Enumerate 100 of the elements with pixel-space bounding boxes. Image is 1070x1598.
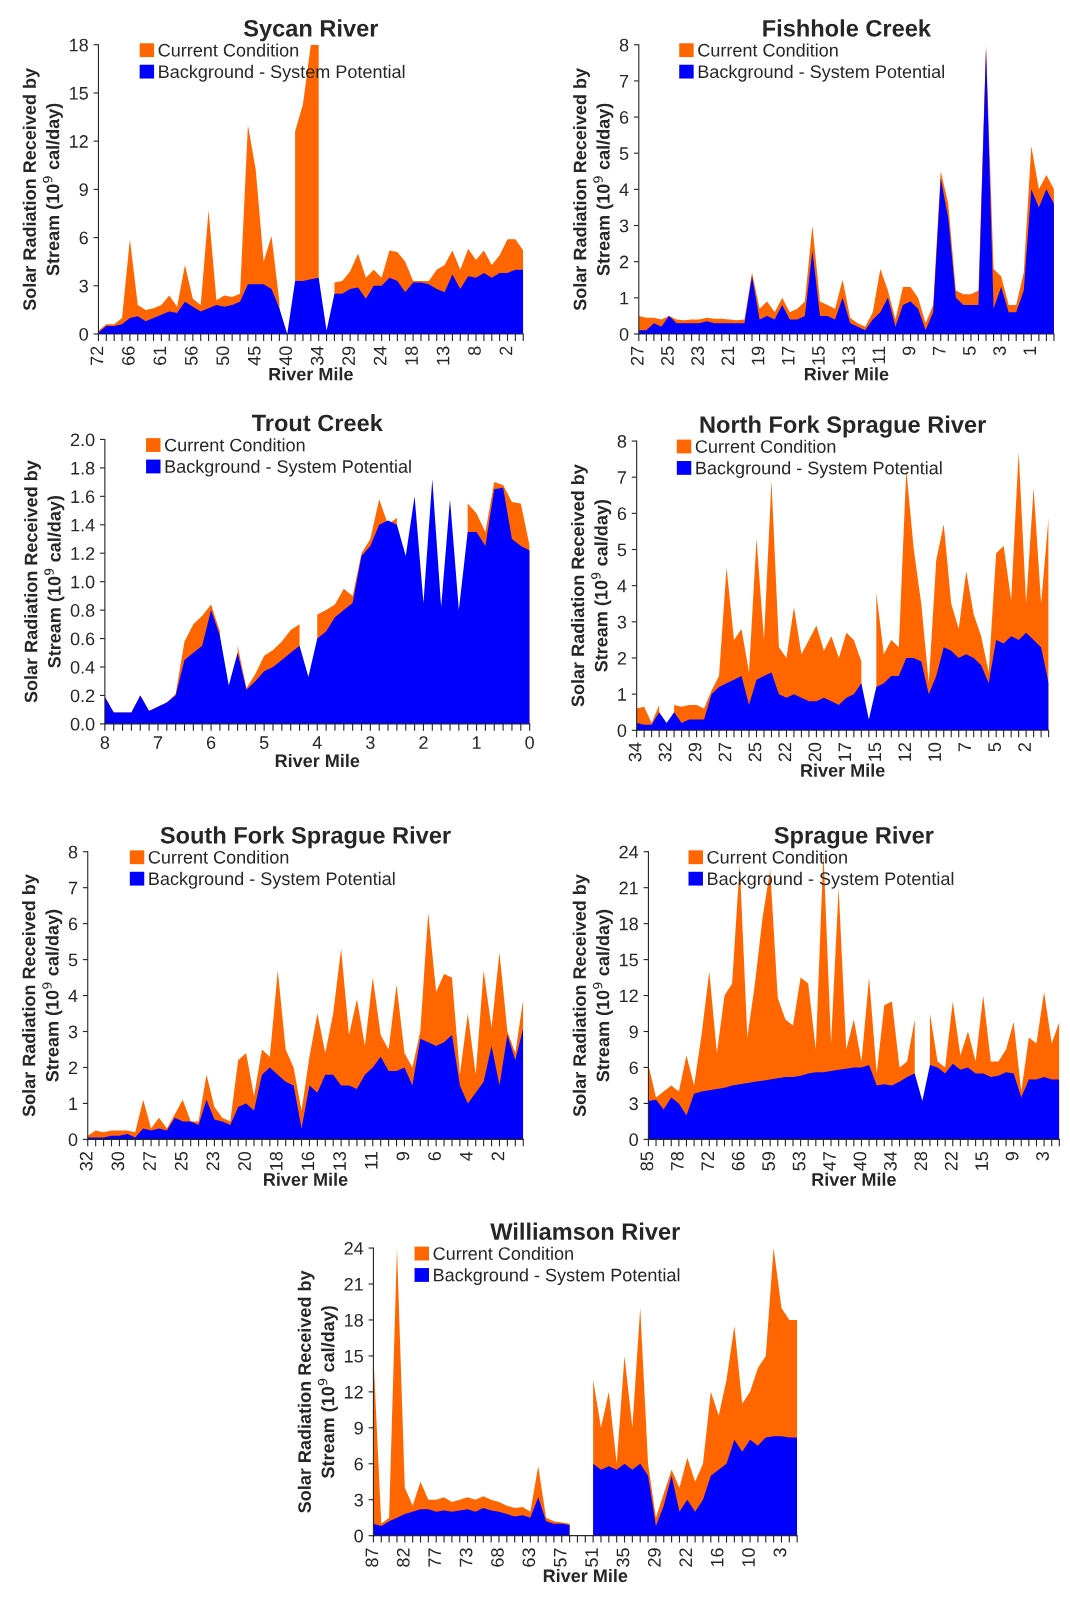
x-tick-label: 15 bbox=[975, 1151, 989, 1170]
x-tick-label: 18 bbox=[269, 1151, 283, 1170]
x-tick-label: 66 bbox=[731, 1151, 745, 1171]
y-tick-label: 2 bbox=[617, 651, 627, 665]
x-tick-label: 15 bbox=[812, 346, 825, 365]
x-axis-title: River Mile bbox=[812, 1172, 896, 1186]
x-tick-label: 29 bbox=[688, 742, 702, 762]
y-axis-title: Solar Radiation Received by Stream (10$^{9}$ cal/day) bbox=[572, 874, 613, 1117]
y-tick-label: 21 bbox=[344, 1277, 363, 1291]
y-axis-title: Solar Radiation Received by Stream (10$^{9}$ cal/day) bbox=[22, 874, 63, 1117]
y-tick-label: 8 bbox=[68, 845, 78, 859]
x-tick-label: 1 bbox=[1023, 346, 1036, 355]
y-tick-label: 12 bbox=[345, 1385, 363, 1399]
chart-title: Trout Creek bbox=[251, 414, 383, 432]
x-tick-label: 17 bbox=[782, 346, 795, 365]
y-tick-label: 0 bbox=[617, 724, 627, 738]
x-tick-label: 8 bbox=[468, 346, 481, 356]
x-tick-label: 7 bbox=[932, 346, 946, 355]
x-tick-label: 35 bbox=[616, 1548, 630, 1567]
y-tick-label: 9 bbox=[354, 1421, 363, 1435]
x-tick-label: 22 bbox=[679, 1548, 692, 1567]
x-tick-label: 16 bbox=[710, 1548, 724, 1567]
y-tick-label: 7 bbox=[68, 881, 78, 895]
y-tick-label: 4 bbox=[68, 989, 78, 1003]
x-tick-label: 17 bbox=[838, 743, 852, 761]
x-tick-label: 5 bbox=[988, 742, 1002, 752]
y-tick-label: 15 bbox=[345, 1350, 363, 1363]
legend-label: Current Condition bbox=[158, 43, 299, 57]
x-tick-label: 3 bbox=[773, 1548, 787, 1557]
x-tick-label: 32 bbox=[79, 1152, 93, 1171]
y-tick-label: 1.6 bbox=[71, 490, 95, 504]
x-axis-title: River Mile bbox=[543, 1568, 628, 1583]
x-tick-label: 5 bbox=[259, 736, 269, 749]
x-tick-label: 30 bbox=[111, 1151, 125, 1171]
y-tick-label: 7 bbox=[617, 471, 627, 484]
x-axis-title: River Mile bbox=[275, 753, 360, 768]
legend-label: Background - System Potential bbox=[696, 461, 942, 478]
y-tick-label: 4 bbox=[617, 579, 627, 593]
x-tick-label: 25 bbox=[748, 742, 762, 762]
x-axis-title: River Mile bbox=[264, 1172, 348, 1186]
y-tick-label: 7 bbox=[619, 75, 629, 88]
x-tick-label: 3 bbox=[993, 346, 1006, 356]
x-tick-label: 22 bbox=[778, 743, 792, 762]
y-tick-label: 5 bbox=[68, 953, 78, 967]
x-tick-label: 20 bbox=[238, 1151, 251, 1171]
y-tick-label: 1.2 bbox=[71, 547, 95, 560]
x-tick-label: 13 bbox=[333, 1151, 346, 1170]
y-tick-label: 18 bbox=[70, 38, 88, 52]
y-tick-label: 6 bbox=[617, 507, 627, 521]
chart-title: Williamson River bbox=[490, 1222, 680, 1240]
x-tick-label: 6 bbox=[206, 736, 216, 749]
x-tick-label: 9 bbox=[902, 346, 916, 355]
y-tick-label: 1 bbox=[618, 688, 627, 701]
y-tick-label: 3 bbox=[354, 1493, 363, 1507]
x-tick-label: 27 bbox=[718, 743, 732, 762]
x-tick-label: 47 bbox=[823, 1152, 836, 1171]
x-tick-label: 73 bbox=[459, 1548, 473, 1567]
y-tick-label: 8 bbox=[619, 38, 629, 52]
y-tick-label: 12 bbox=[619, 989, 638, 1003]
y-tick-label: 21 bbox=[619, 881, 638, 895]
y-tick-label: 0.6 bbox=[70, 632, 95, 646]
y-tick-label: 1.4 bbox=[71, 518, 95, 532]
y-tick-label: 9 bbox=[629, 1025, 638, 1039]
y-tick-label: 15 bbox=[619, 953, 638, 967]
legend-label: Current Condition bbox=[433, 1246, 573, 1260]
x-axis-title: River Mile bbox=[801, 763, 885, 777]
chart-title: South Fork Sprague River bbox=[160, 826, 451, 849]
x-tick-label: 23 bbox=[691, 346, 705, 365]
x-tick-label: 1 bbox=[472, 736, 481, 749]
y-tick-label: 3 bbox=[619, 219, 629, 233]
chart-title: Sprague River bbox=[774, 826, 934, 849]
x-tick-label: 23 bbox=[206, 1151, 220, 1171]
legend-label: Current Condition bbox=[707, 850, 847, 864]
x-tick-label: 13 bbox=[436, 346, 450, 365]
y-tick-label: 2.0 bbox=[70, 433, 95, 447]
y-tick-label: 0 bbox=[619, 327, 629, 341]
y-tick-label: 3 bbox=[79, 279, 88, 293]
x-tick-label: 66 bbox=[121, 346, 135, 365]
x-tick-label: 82 bbox=[396, 1548, 410, 1567]
y-tick-label: 15 bbox=[70, 87, 88, 100]
legend-label: Current Condition bbox=[165, 438, 305, 452]
x-tick-label: 51 bbox=[585, 1548, 598, 1567]
x-tick-label: 50 bbox=[216, 346, 230, 366]
x-tick-label: 87 bbox=[365, 1548, 379, 1567]
y-tick-label: 2 bbox=[619, 255, 629, 269]
y-tick-label: 4 bbox=[619, 183, 629, 196]
x-tick-label: 57 bbox=[554, 1548, 567, 1567]
x-tick-label: 12 bbox=[898, 743, 911, 761]
legend-label: Background - System Potential bbox=[149, 871, 395, 889]
y-tick-label: 24 bbox=[344, 1241, 364, 1255]
x-tick-label: 9 bbox=[1005, 1152, 1019, 1161]
y-tick-label: 0.4 bbox=[70, 660, 95, 674]
x-tick-label: 3 bbox=[366, 736, 375, 749]
x-tick-label: 24 bbox=[373, 346, 387, 365]
y-tick-label: 12 bbox=[70, 135, 88, 148]
legend-label: Current Condition bbox=[695, 439, 836, 453]
x-tick-label: 78 bbox=[670, 1151, 684, 1171]
y-axis-title: Solar Radiation Received by Stream (10$^{9}$ cal/day) bbox=[22, 68, 63, 311]
y-tick-label: 0 bbox=[79, 327, 89, 341]
x-tick-label: 25 bbox=[661, 346, 674, 365]
